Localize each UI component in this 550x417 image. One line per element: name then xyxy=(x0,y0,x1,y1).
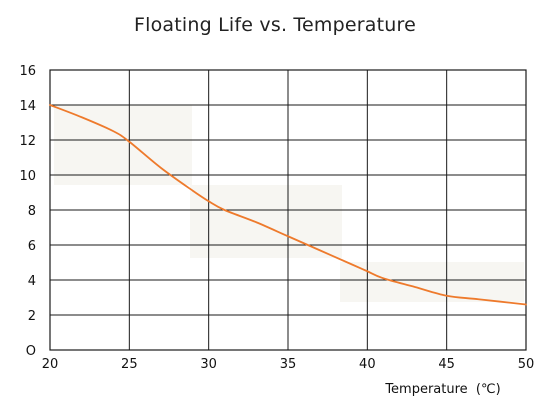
y-tick-label: 8 xyxy=(28,204,36,219)
x-tick-label: 20 xyxy=(42,357,59,372)
x-tick-label: 30 xyxy=(200,357,217,372)
background-panel xyxy=(54,105,192,185)
x-tick-label: 25 xyxy=(121,357,138,372)
plot-border xyxy=(49,69,527,351)
x-tick-label: 45 xyxy=(438,357,455,372)
y-tick-label: 2 xyxy=(28,309,36,324)
background-panel xyxy=(190,185,342,258)
y-tick-label: 12 xyxy=(19,134,36,149)
y-tick-label: O xyxy=(26,344,36,359)
x-tick-label: 50 xyxy=(518,357,535,372)
background-panel xyxy=(340,262,524,302)
series-line xyxy=(49,104,527,306)
y-tick-label: 10 xyxy=(19,169,36,184)
x-tick-label: 35 xyxy=(280,357,297,372)
x-axis-label: Temperature (℃) xyxy=(384,382,500,397)
y-tick-label: 6 xyxy=(28,239,36,254)
y-tick-label: 4 xyxy=(28,274,36,289)
y-tick-label: 14 xyxy=(19,99,36,114)
chart-title: Floating Life vs. Temperature xyxy=(133,14,416,36)
x-tick-label: 40 xyxy=(359,357,376,372)
y-tick-label: 16 xyxy=(19,64,36,79)
